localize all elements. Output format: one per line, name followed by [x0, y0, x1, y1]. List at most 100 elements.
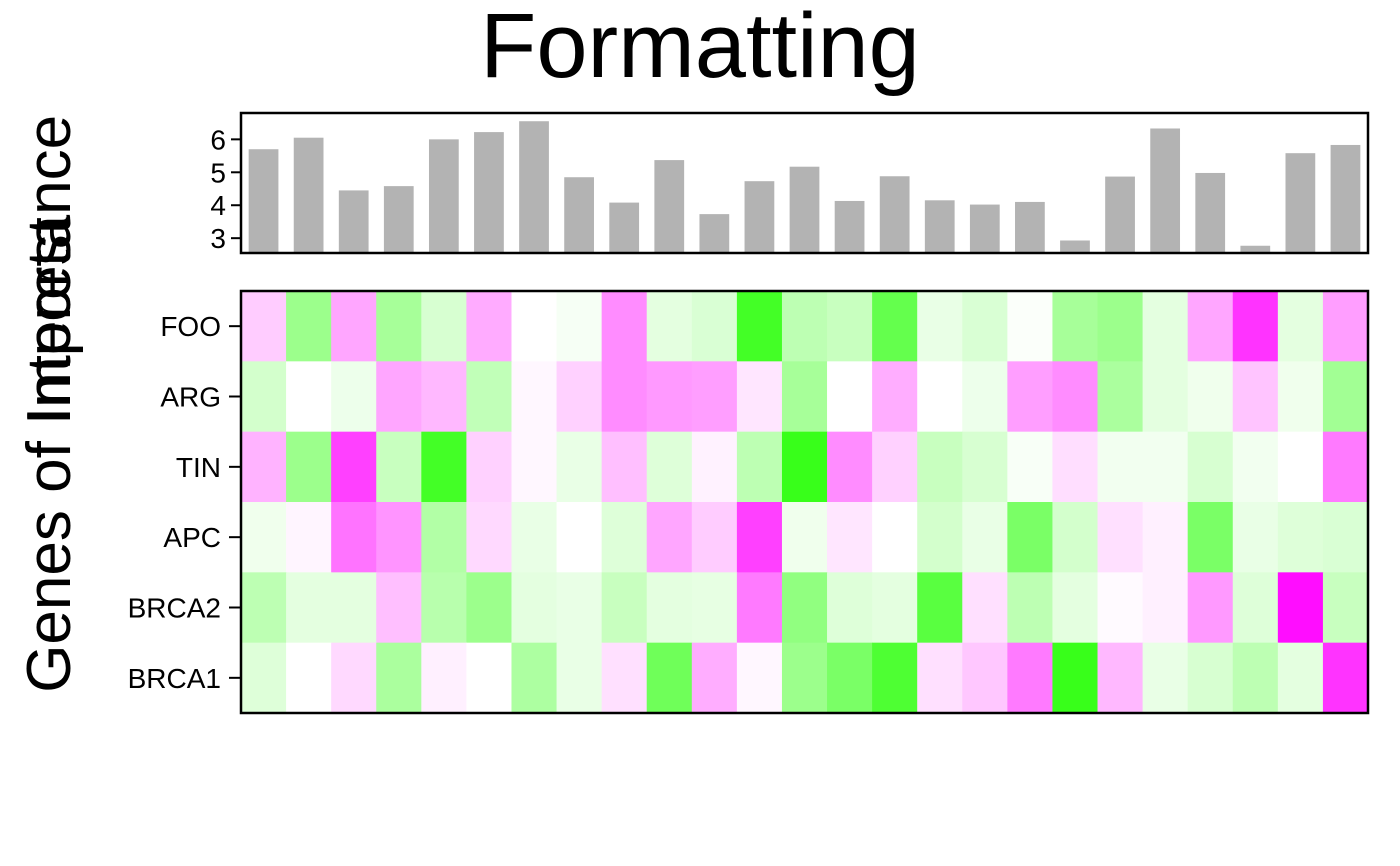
- heat-cell-brca2-13: [781, 572, 828, 644]
- heat-cell-foo-18: [1007, 291, 1054, 362]
- heat-cell-foo-16: [917, 291, 963, 362]
- heat-cell-arg-21: [1142, 361, 1189, 433]
- heat-cell-foo-13: [781, 291, 828, 362]
- bar-ytick-label-6: 6: [210, 124, 226, 155]
- heat-cell-tin-25: [1322, 431, 1369, 503]
- heat-cell-tin-6: [466, 431, 513, 503]
- heat-cell-apc-7: [511, 502, 558, 573]
- heat-cell-brca2-22: [1187, 572, 1234, 644]
- heat-cell-foo-3: [331, 291, 377, 362]
- bar-1: [248, 149, 279, 253]
- heat-cell-apc-8: [556, 502, 603, 573]
- bar-4: [383, 186, 414, 253]
- heat-cell-arg-20: [1097, 361, 1144, 433]
- heat-cell-brca2-17: [962, 572, 1008, 644]
- bar-8: [564, 177, 594, 253]
- heat-cell-brca1-14: [827, 642, 873, 714]
- row-label-tin: TIN: [176, 452, 221, 483]
- heat-cell-tin-4: [376, 431, 422, 503]
- heat-cell-brca2-23: [1232, 572, 1279, 644]
- bar-17: [969, 204, 1000, 253]
- heat-cell-brca2-10: [646, 572, 693, 644]
- heat-cell-foo-6: [466, 291, 513, 362]
- heat-cell-apc-17: [962, 502, 1008, 573]
- heat-cell-apc-6: [466, 502, 513, 573]
- heat-cell-brca1-19: [1052, 642, 1099, 714]
- heat-cell-apc-14: [827, 502, 873, 573]
- heatmap-frame: [239, 289, 1370, 715]
- heat-cell-apc-5: [421, 502, 467, 573]
- row-label-brca2: BRCA2: [128, 593, 221, 624]
- heat-cell-brca2-4: [376, 572, 422, 644]
- heat-cell-brca1-17: [962, 642, 1008, 714]
- heat-cell-brca1-18: [1007, 642, 1054, 714]
- heat-cell-brca1-20: [1097, 642, 1144, 714]
- heat-cell-arg-8: [556, 361, 603, 433]
- heat-cell-apc-20: [1097, 502, 1144, 573]
- heat-cell-apc-13: [781, 502, 828, 573]
- heat-cell-tin-11: [691, 431, 738, 503]
- bar-6: [474, 132, 504, 253]
- heat-cell-tin-7: [511, 431, 558, 503]
- heat-cell-brca2-2: [286, 572, 332, 644]
- heat-cell-brca1-22: [1187, 642, 1234, 714]
- bar-16: [924, 200, 955, 253]
- heat-cell-apc-10: [646, 502, 693, 573]
- heat-cell-tin-10: [646, 431, 693, 503]
- bar-2: [293, 137, 324, 253]
- heat-cell-apc-22: [1187, 502, 1234, 573]
- heat-cell-arg-2: [286, 361, 332, 433]
- heat-cell-brca1-15: [872, 642, 918, 714]
- heat-cell-arg-13: [781, 361, 828, 433]
- heat-cell-foo-9: [601, 291, 648, 362]
- heat-cell-apc-4: [376, 502, 422, 573]
- heat-cell-apc-25: [1322, 502, 1369, 573]
- heat-cell-foo-23: [1232, 291, 1279, 362]
- heat-cell-brca2-9: [601, 572, 648, 644]
- bar-11: [699, 214, 730, 253]
- heat-cell-brca1-1: [241, 642, 287, 714]
- heat-cell-arg-14: [827, 361, 873, 433]
- heat-cell-brca2-12: [736, 572, 783, 644]
- heat-cell-arg-1: [241, 361, 287, 433]
- heat-cell-apc-21: [1142, 502, 1189, 573]
- heat-cell-brca2-24: [1277, 572, 1324, 644]
- heat-cell-brca2-11: [691, 572, 738, 644]
- heat-cell-apc-15: [872, 502, 918, 573]
- heat-cell-arg-11: [691, 361, 738, 433]
- heat-cell-arg-5: [421, 361, 467, 433]
- heat-cell-arg-22: [1187, 361, 1234, 433]
- bar-3: [338, 190, 369, 253]
- heat-cell-tin-9: [601, 431, 648, 503]
- heat-cell-apc-2: [286, 502, 332, 573]
- heat-cell-brca1-9: [601, 642, 648, 714]
- heat-cell-tin-20: [1097, 431, 1144, 503]
- heat-cell-brca1-21: [1142, 642, 1189, 714]
- heat-cell-brca2-5: [421, 572, 467, 644]
- bar-panel-frame: [239, 111, 1370, 255]
- heat-cell-brca2-18: [1007, 572, 1054, 644]
- heat-cell-tin-18: [1007, 431, 1054, 503]
- heat-cell-brca2-14: [827, 572, 873, 644]
- bar-15: [879, 176, 910, 253]
- bar-19: [1060, 240, 1090, 253]
- bar-25: [1330, 144, 1361, 253]
- heat-cell-foo-20: [1097, 291, 1144, 362]
- heat-cell-tin-21: [1142, 431, 1189, 503]
- heat-cell-brca2-1: [241, 572, 287, 644]
- heat-cell-brca1-10: [646, 642, 693, 714]
- heat-cell-brca2-16: [917, 572, 963, 644]
- bar-22: [1195, 172, 1226, 253]
- heat-cell-tin-22: [1187, 431, 1234, 503]
- heat-cell-brca2-15: [872, 572, 918, 644]
- bar-9: [609, 202, 640, 253]
- heat-cell-foo-25: [1322, 291, 1369, 362]
- bar-ytick-label-5: 5: [210, 157, 226, 188]
- heat-cell-apc-18: [1007, 502, 1054, 573]
- heat-cell-foo-11: [691, 291, 738, 362]
- heat-cell-brca1-8: [556, 642, 603, 714]
- heat-cell-foo-14: [827, 291, 873, 362]
- bar-ytick-label-3: 3: [210, 223, 226, 254]
- heat-cell-foo-8: [556, 291, 603, 362]
- heat-cell-apc-3: [331, 502, 377, 573]
